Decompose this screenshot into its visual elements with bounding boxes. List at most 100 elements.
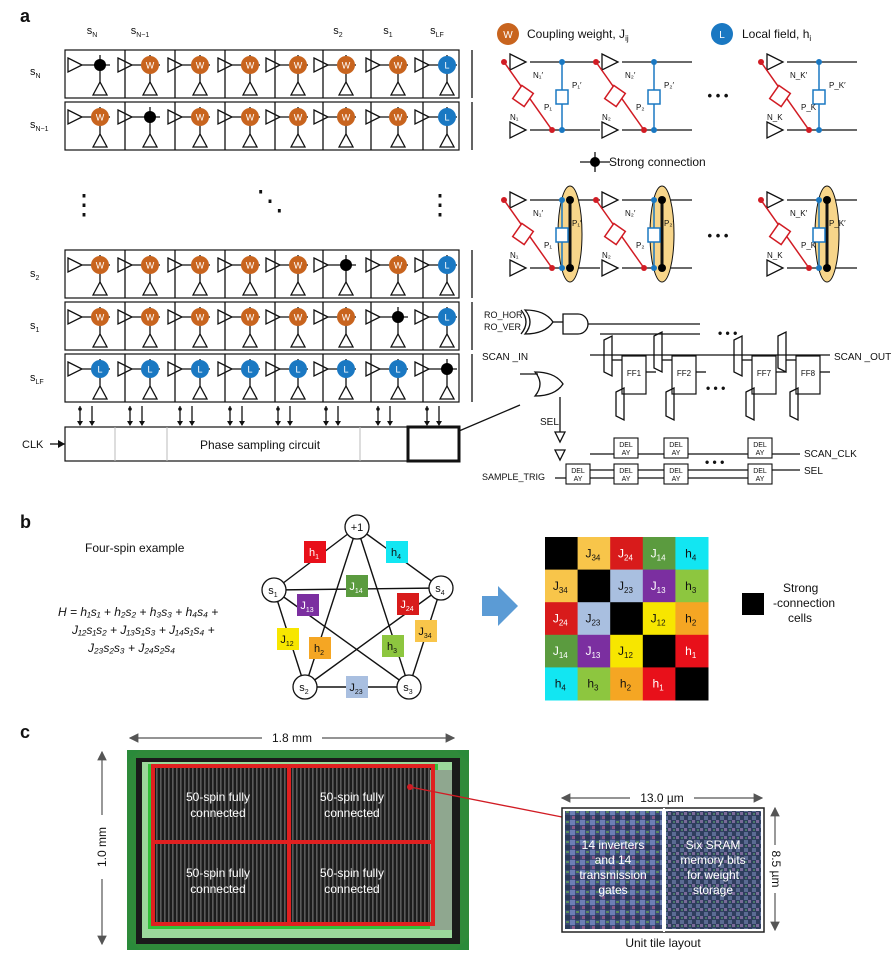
coupling-tag bbox=[346, 575, 368, 597]
matrix-cell bbox=[610, 667, 644, 701]
transistor-label: P₁′ bbox=[572, 219, 582, 228]
hamiltonian-line-3: J₂₃s₂s₃ + J₂₄s₂s₄ bbox=[87, 641, 175, 655]
array-row-bottom-0 bbox=[64, 249, 460, 299]
flip-flop: FF1 bbox=[603, 334, 656, 422]
inverter-icon bbox=[191, 384, 209, 400]
matrix-cell-label: J13 bbox=[651, 579, 666, 595]
inverter-icon bbox=[438, 80, 456, 96]
clk-label: CLK bbox=[22, 439, 44, 451]
node-letter: W bbox=[196, 113, 205, 123]
coupling-tag-label: h1 bbox=[309, 547, 319, 561]
coupling-tag bbox=[397, 593, 419, 615]
node-letter: L bbox=[343, 365, 348, 375]
array-cell: W bbox=[265, 250, 324, 298]
weight-node bbox=[389, 256, 407, 274]
coupling-tag-label: J34 bbox=[418, 626, 431, 640]
node-letter: L bbox=[295, 365, 300, 375]
unit-cell: N_K′ N_K P_K P_K′ bbox=[758, 52, 857, 140]
inverter-icon bbox=[414, 56, 431, 74]
inverter-icon bbox=[117, 56, 134, 74]
node-letter: W bbox=[294, 313, 303, 323]
delay-label: AY bbox=[622, 450, 631, 457]
delay-box bbox=[613, 437, 639, 459]
inverter-icon bbox=[766, 258, 785, 278]
matrix-cell bbox=[610, 634, 644, 668]
inverter-icon bbox=[509, 190, 528, 210]
field-node bbox=[337, 360, 355, 378]
node-letter: L bbox=[197, 365, 202, 375]
panel-b-label: b bbox=[20, 512, 31, 532]
delay-label: DEL bbox=[571, 468, 585, 475]
node-letter: W bbox=[146, 261, 155, 271]
spin-node bbox=[396, 674, 422, 700]
node-letter: W bbox=[146, 61, 155, 71]
inverter-icon bbox=[217, 56, 234, 74]
sample-trig-label: SAMPLE_TRIG bbox=[482, 472, 545, 482]
tile-right-line-3: for weight bbox=[687, 868, 740, 882]
inverter-icon bbox=[289, 132, 307, 148]
flip-flop-box bbox=[751, 355, 777, 395]
inverter-icon bbox=[217, 360, 234, 378]
quadrant-4-line-1: 50-spin fully bbox=[320, 866, 384, 880]
delay-label: DEL bbox=[753, 442, 767, 449]
node-letter: L bbox=[97, 365, 102, 375]
inverter-icon bbox=[337, 80, 355, 96]
matrix-cell bbox=[642, 569, 676, 603]
array-row-top-0 bbox=[64, 49, 460, 99]
node-letter: L bbox=[444, 113, 449, 123]
inverter-icon bbox=[167, 360, 184, 378]
svg-text:RO_HOR: RO_HOR bbox=[484, 310, 523, 320]
weight-node bbox=[191, 56, 209, 74]
graph-edge bbox=[273, 589, 410, 688]
transistor-label: N₁ bbox=[510, 113, 519, 122]
node-letter: W bbox=[394, 61, 403, 71]
matrix-cell bbox=[675, 602, 709, 636]
strong-connection-dot bbox=[392, 311, 404, 323]
transistor-label: P₂′ bbox=[664, 81, 674, 90]
tile-left-line-3: transmission bbox=[579, 868, 646, 882]
matrix-cell bbox=[577, 634, 611, 668]
matrix-cell-label: h1 bbox=[685, 644, 697, 660]
matrix-cell bbox=[545, 602, 579, 636]
weight-node bbox=[241, 108, 259, 126]
array-cell bbox=[67, 50, 126, 98]
inverter-icon bbox=[414, 256, 431, 274]
inverter-icon bbox=[67, 308, 84, 326]
node-letter: L bbox=[247, 365, 252, 375]
quadrant-3-line-2: connected bbox=[190, 882, 245, 896]
flip-flop-label: FF2 bbox=[677, 369, 692, 378]
matrix-cell bbox=[610, 602, 644, 636]
delay-label: DEL bbox=[669, 442, 683, 449]
inverter-icon bbox=[313, 308, 330, 326]
mux-icon bbox=[653, 330, 663, 374]
transistor-label: N_K′ bbox=[790, 71, 808, 80]
matrix-cell bbox=[577, 537, 611, 571]
field-node bbox=[438, 308, 456, 326]
flip-flop: FF2 bbox=[653, 330, 706, 422]
matrix-cell bbox=[675, 537, 709, 571]
delay-box bbox=[613, 463, 639, 485]
node-letter: W bbox=[294, 261, 303, 271]
node-letter: W bbox=[342, 313, 351, 323]
svg-text:RO_VER: RO_VER bbox=[484, 322, 522, 332]
weight-node bbox=[191, 108, 209, 126]
array-cell: W bbox=[313, 302, 372, 350]
strong-connection-dot bbox=[144, 111, 156, 123]
inverter-icon bbox=[313, 360, 330, 378]
inverter-icon bbox=[365, 256, 382, 274]
matrix-cell bbox=[577, 602, 611, 636]
matrix-cell bbox=[610, 569, 644, 603]
inverter-icon bbox=[167, 56, 184, 74]
tile-right-line-2: memory bits bbox=[680, 853, 745, 867]
strong-connection-dot bbox=[566, 196, 574, 204]
quadrant-1-line-2: connected bbox=[190, 806, 245, 820]
inverter-icon bbox=[313, 56, 330, 74]
delay-box bbox=[747, 437, 773, 459]
weight-node bbox=[91, 308, 109, 326]
field-node bbox=[389, 360, 407, 378]
transistor-label: P₁ bbox=[544, 241, 552, 250]
spin-array-grid: W W W W W W L W W W W W W L W W W W W W L W W W W W W L L L L L L L LsN sN−… bbox=[30, 25, 473, 426]
inverter-icon bbox=[191, 132, 209, 148]
